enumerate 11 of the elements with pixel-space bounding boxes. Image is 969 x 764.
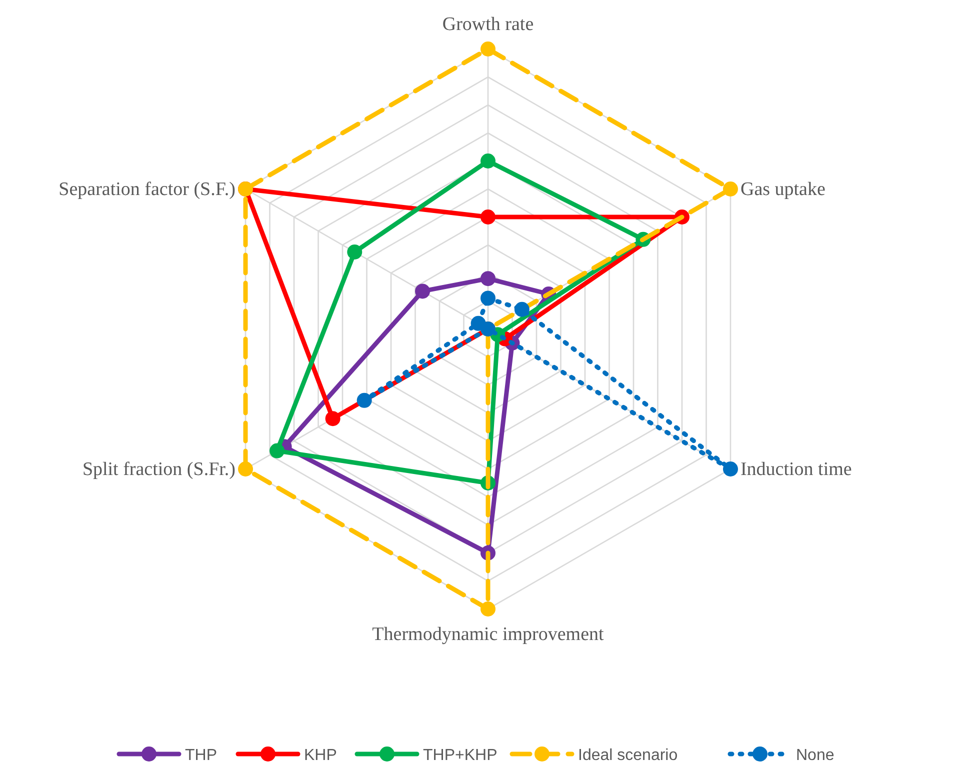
spoke-label: Induction time [740, 459, 852, 480]
legend-label: THP [185, 747, 217, 764]
spoke-label: Thermodynamic improvement [372, 624, 605, 645]
legend-label: Ideal scenario [578, 747, 678, 764]
spoke-label: Split fraction (S.Fr.) [82, 459, 236, 480]
spoke-label: Growth rate [442, 14, 534, 35]
legend-label: THP+KHP [423, 747, 498, 764]
legend-label: KHP [304, 747, 337, 764]
spoke-label: Gas uptake [740, 179, 826, 200]
legend-label: None [796, 747, 834, 764]
spoke-label: Separation factor (S.F.) [58, 179, 236, 200]
